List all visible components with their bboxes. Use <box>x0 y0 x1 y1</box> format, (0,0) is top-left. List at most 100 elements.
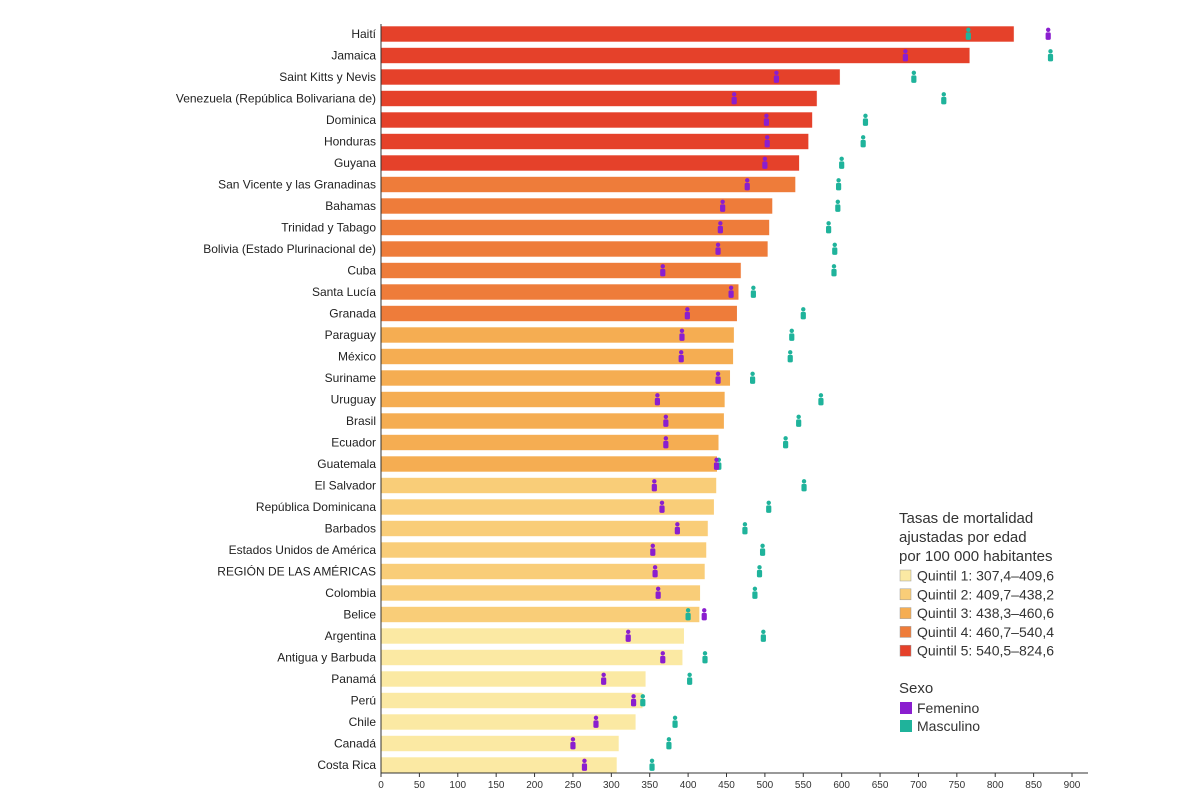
category-label: REGIÓN DE LAS AMÉRICAS <box>217 564 376 579</box>
femenino-marker <box>663 414 669 427</box>
category-label: Suriname <box>325 371 377 385</box>
femenino-marker <box>902 49 908 62</box>
femenino-marker <box>601 672 607 685</box>
masculino-marker <box>702 651 708 664</box>
femenino-marker <box>773 70 780 83</box>
masculino-marker <box>839 156 845 169</box>
bar <box>380 692 644 709</box>
x-tick-label: 100 <box>449 780 466 791</box>
bar <box>380 477 717 494</box>
x-tick-label: 250 <box>565 780 582 791</box>
bar <box>380 90 818 107</box>
x-tick-label: 900 <box>1064 780 1081 791</box>
category-label: Saint Kitts y Nevis <box>279 70 376 84</box>
category-label: Costa Rica <box>317 758 376 772</box>
category-label: Santa Lucía <box>312 285 376 299</box>
femenino-marker <box>731 92 737 105</box>
masculino-marker <box>666 737 672 750</box>
legend-label: Femenino <box>917 700 979 716</box>
masculino-marker <box>818 393 824 406</box>
masculino-marker <box>789 328 795 341</box>
femenino-marker <box>630 694 637 707</box>
masculino-marker <box>860 135 866 148</box>
category-label: Haití <box>351 27 376 41</box>
category-label: El Salvador <box>315 479 376 493</box>
x-tick-label: 600 <box>833 780 850 791</box>
bar <box>380 369 731 387</box>
legend-label: Quintil 3: 438,3–460,6 <box>917 605 1054 621</box>
bar <box>380 627 685 645</box>
category-label: Estados Unidos de América <box>229 543 377 557</box>
legend-title: Tasas de mortalidad <box>899 510 1033 527</box>
masculino-marker <box>832 242 838 255</box>
category-label: Barbados <box>325 522 376 536</box>
category-label: Honduras <box>324 135 376 149</box>
bar <box>380 584 701 602</box>
bar <box>380 47 971 64</box>
legend-swatch <box>899 569 912 582</box>
legend-label: Quintil 5: 540,5–824,6 <box>917 643 1054 659</box>
femenino-marker <box>684 307 690 320</box>
category-label: Canadá <box>334 737 376 751</box>
category-label: Perú <box>351 694 376 708</box>
femenino-marker <box>655 586 661 599</box>
legend-title: ajustadas por edad <box>899 529 1027 546</box>
femenino-marker <box>678 350 684 363</box>
category-label: Argentina <box>325 629 377 643</box>
bar <box>380 283 740 301</box>
bar <box>380 133 809 150</box>
masculino-marker <box>756 565 763 578</box>
legend-title: por 100 000 habitantes <box>899 548 1052 565</box>
category-label: Chile <box>349 715 377 729</box>
masculino-marker <box>941 92 947 105</box>
masculino-marker <box>800 307 806 320</box>
x-tick-label: 200 <box>526 780 543 791</box>
femenino-marker <box>625 629 631 642</box>
masculino-marker <box>760 629 766 642</box>
femenino-marker <box>651 479 657 492</box>
femenino-marker <box>715 371 721 384</box>
masculino-marker <box>862 113 869 126</box>
x-tick-label: 400 <box>680 780 697 791</box>
femenino-marker <box>720 199 726 212</box>
masculino-marker <box>750 371 756 384</box>
femenino-marker <box>701 608 707 621</box>
x-tick-label: 300 <box>603 780 620 791</box>
bar <box>380 412 725 430</box>
x-tick-label: 550 <box>795 780 812 791</box>
masculino-marker <box>685 608 691 621</box>
category-label: Jamaica <box>331 49 376 63</box>
category-label: Colombia <box>325 586 376 600</box>
bar <box>380 219 770 236</box>
x-tick-label: 450 <box>718 780 735 791</box>
bar <box>380 455 718 473</box>
femenino-marker <box>660 264 666 277</box>
bar <box>380 68 841 86</box>
masculino-marker <box>835 199 841 212</box>
femenino-marker <box>650 543 656 556</box>
masculino-marker <box>783 436 789 449</box>
category-label: Venezuela (República Bolivariana de) <box>176 92 376 106</box>
masculino-marker <box>801 479 807 492</box>
category-label: Ecuador <box>331 436 376 450</box>
bar <box>380 197 773 215</box>
femenino-marker <box>674 522 680 535</box>
x-tick-label: 850 <box>1025 780 1042 791</box>
category-label: Belice <box>343 608 376 622</box>
x-tick-label: 750 <box>948 780 965 791</box>
masculino-marker <box>766 500 772 513</box>
femenino-marker <box>763 113 770 126</box>
x-tick-label: 800 <box>987 780 1004 791</box>
category-label: Guyana <box>334 156 376 170</box>
category-label: Granada <box>329 307 376 321</box>
legend-swatch <box>900 702 912 714</box>
category-label: República Dominicana <box>256 500 376 514</box>
masculino-marker <box>750 285 756 298</box>
bar <box>380 25 1015 43</box>
masculino-marker <box>752 586 758 599</box>
category-label: San Vicente y las Granadinas <box>218 178 376 192</box>
bar <box>380 305 738 322</box>
femenino-marker <box>652 565 658 578</box>
femenino-marker <box>1045 27 1051 40</box>
